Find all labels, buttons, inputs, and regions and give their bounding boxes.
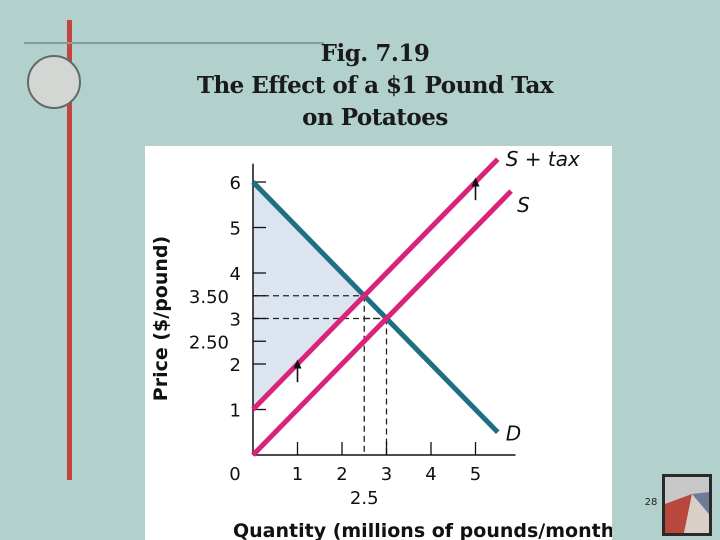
y-axis-title: Price ($/pound) bbox=[150, 236, 172, 401]
y-tick-label-1: 1 bbox=[230, 401, 241, 422]
series-label-2: S + tax bbox=[506, 147, 580, 171]
accent-horizontal-line bbox=[24, 42, 324, 44]
series-label-0: D bbox=[506, 421, 521, 445]
y-tick-label-6: 6 bbox=[230, 173, 241, 194]
y-tick-label-5: 5 bbox=[230, 219, 241, 240]
y-tick-label-2: 2 bbox=[230, 355, 241, 376]
publisher-logo-icon bbox=[662, 474, 712, 536]
x-tick-label-1: 1 bbox=[292, 464, 303, 485]
x-extra-tick-label-0: 2.5 bbox=[350, 488, 379, 509]
y-extra-tick-label-0: 3.50 bbox=[189, 287, 229, 308]
series-line-2 bbox=[251, 157, 500, 412]
x-tick-label-5: 5 bbox=[470, 464, 481, 485]
slide-title-line-3: on Potatoes bbox=[302, 104, 448, 131]
chart-background bbox=[145, 146, 612, 540]
y-tick-label-4: 4 bbox=[230, 264, 241, 285]
y-tick-label-3: 3 bbox=[230, 310, 241, 331]
y-extra-tick-label-1: 2.50 bbox=[189, 332, 229, 353]
x-axis-title: Quantity (millions of pounds/month) bbox=[233, 520, 612, 540]
x-tick-label-2: 2 bbox=[336, 464, 347, 485]
origin-label: 0 bbox=[229, 464, 240, 485]
slide-title-line-2: The Effect of a $1 Pound Tax bbox=[196, 72, 554, 99]
slide-title-line-1: Fig. 7.19 bbox=[320, 40, 430, 67]
series-line-0 bbox=[251, 180, 500, 434]
series-label-1: S bbox=[517, 193, 530, 217]
shift-arrow-head-0 bbox=[293, 359, 302, 369]
page-number: 28 bbox=[644, 497, 658, 508]
accent-vertical-line bbox=[67, 20, 72, 480]
x-tick-label-3: 3 bbox=[381, 464, 392, 485]
series-line-1 bbox=[251, 189, 513, 457]
shift-arrow-head-1 bbox=[471, 177, 480, 187]
slide-title: Fig. 7.19 The Effect of a $1 Pound Tax o… bbox=[160, 38, 590, 134]
x-tick-label-4: 4 bbox=[425, 464, 436, 485]
decorative-circle bbox=[27, 55, 81, 109]
